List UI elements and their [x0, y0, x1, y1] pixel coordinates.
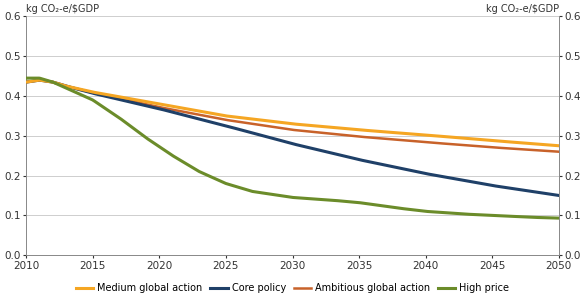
Text: kg CO₂-e/$GDP: kg CO₂-e/$GDP	[486, 4, 559, 14]
Text: kg CO₂-e/$GDP: kg CO₂-e/$GDP	[26, 4, 99, 14]
Legend: Medium global action, Core policy, Ambitious global action, High price: Medium global action, Core policy, Ambit…	[72, 279, 513, 297]
